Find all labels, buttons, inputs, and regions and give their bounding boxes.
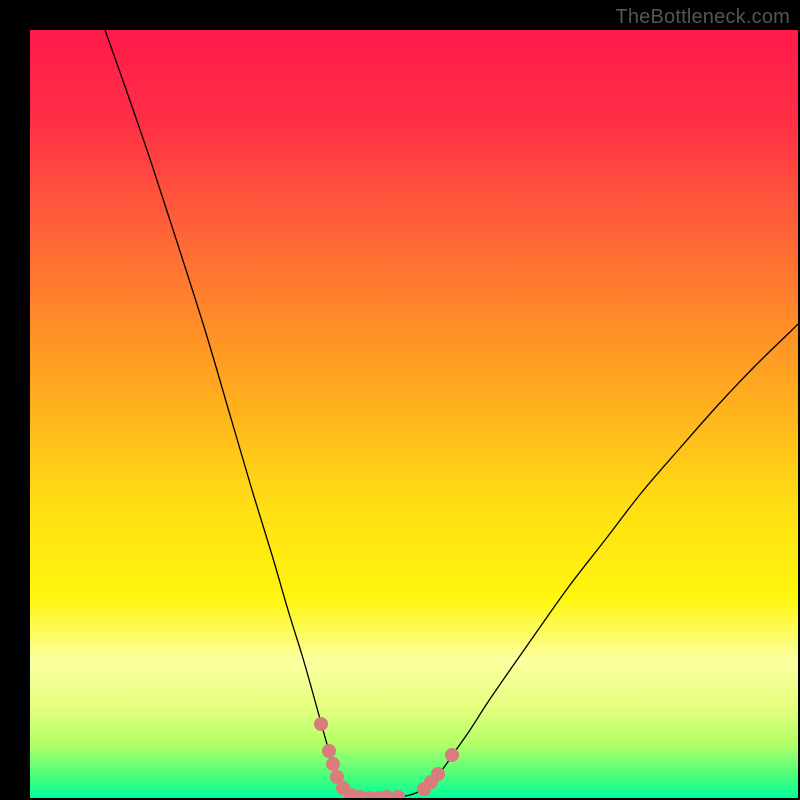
marker-dot <box>391 790 405 798</box>
bottleneck-curve <box>30 30 798 798</box>
plot-area <box>30 30 798 798</box>
watermark-text: TheBottleneck.com <box>615 6 790 29</box>
marker-dot <box>314 717 328 731</box>
curve-right-branch <box>358 324 798 798</box>
marker-dot <box>445 748 459 762</box>
marker-dot <box>431 767 445 781</box>
curve-left-branch <box>105 30 358 798</box>
marker-dot <box>322 744 336 758</box>
curve-markers <box>314 717 459 798</box>
marker-dot <box>326 757 340 771</box>
